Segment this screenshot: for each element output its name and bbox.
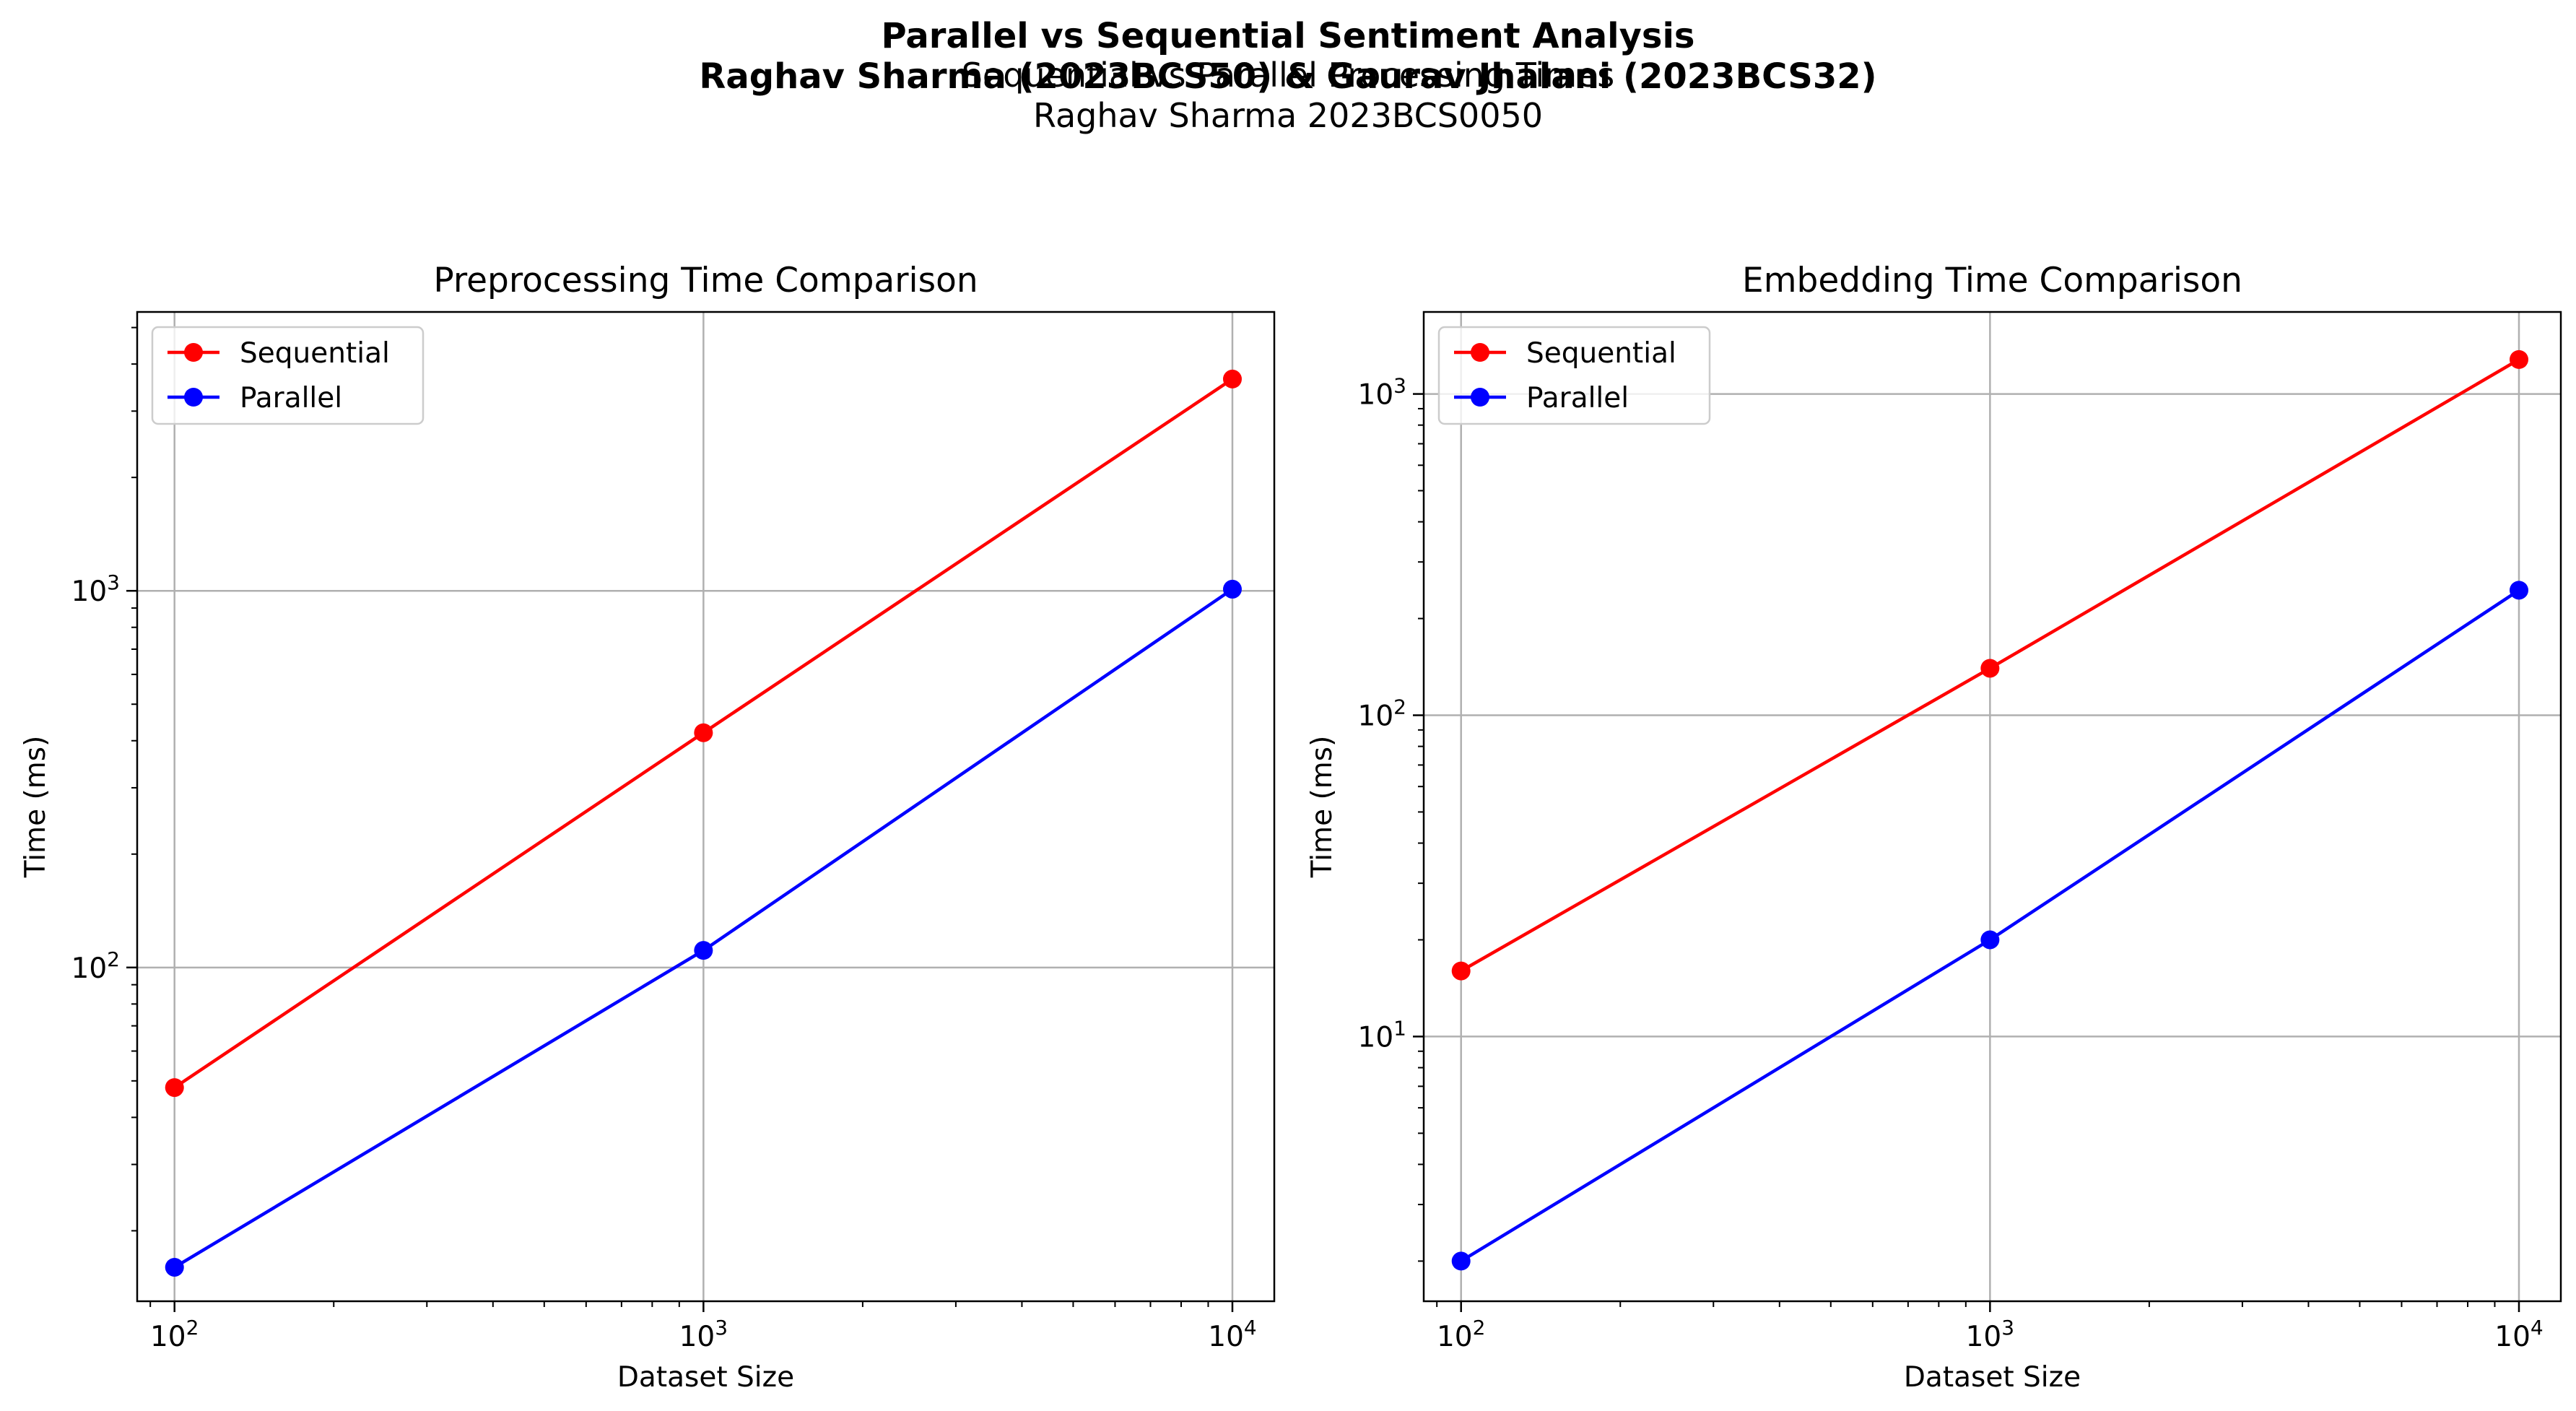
legend: Sequential Parallel	[1437, 326, 1711, 425]
data-point-sequential	[694, 723, 713, 742]
legend-label-sequential: Sequential	[1526, 337, 1676, 370]
legend-marker-sequential	[1471, 343, 1489, 362]
y-tick-label: 103	[1358, 374, 1406, 412]
overlap-title-line2: Raghav Sharma 2023BCS0050	[1033, 96, 1543, 135]
x-tick-label: 104	[1208, 1316, 1256, 1353]
plot-frame	[1422, 311, 2562, 1303]
x-tick-label: 103	[1966, 1316, 2014, 1353]
y-axis-label: Time (ms)	[1306, 736, 1339, 879]
x-tick-label: 102	[1437, 1316, 1485, 1353]
legend: Sequential Parallel	[151, 326, 425, 425]
data-point-sequential	[1980, 659, 2000, 678]
data-point-parallel	[2509, 581, 2528, 600]
data-point-sequential	[165, 1078, 184, 1098]
y-tick-label: 102	[71, 947, 120, 985]
y-tick-label: 103	[71, 570, 120, 608]
y-axis-label: Time (ms)	[19, 736, 52, 879]
x-tick-label: 102	[150, 1316, 199, 1353]
y-tick-label: 101	[1358, 1016, 1406, 1054]
legend-label-parallel: Parallel	[240, 382, 342, 414]
data-point-parallel	[694, 941, 713, 960]
x-axis-label: Dataset Size	[617, 1361, 794, 1394]
preprocessing-chart: Preprocessing Time Comparison 102 103 104 10…	[19, 261, 1276, 1394]
data-point-parallel	[1222, 579, 1242, 599]
x-tick-label: 103	[679, 1316, 728, 1353]
suptitle-line1: Parallel vs Sequential Sentiment Analysi…	[881, 16, 1694, 56]
y-tick-label: 102	[1358, 695, 1406, 733]
suptitle-line2: Raghav Sharma (2023BCS50) & Gaurav Jhala…	[699, 56, 1876, 97]
chart-title: Embedding Time Comparison	[1742, 261, 2242, 300]
embedding-chart: Embedding Time Comparison 102 103 104 101 102…	[1306, 261, 2562, 1394]
legend-marker-parallel	[184, 388, 203, 407]
x-tick-label: 104	[2494, 1316, 2543, 1353]
data-point-parallel	[1980, 930, 2000, 950]
legend-marker-parallel	[1471, 388, 1489, 407]
x-axis-label: Dataset Size	[1904, 1361, 2081, 1394]
legend-label-sequential: Sequential	[240, 337, 390, 370]
data-point-sequential	[2509, 350, 2528, 369]
plot-frame	[136, 311, 1276, 1303]
legend-box	[151, 326, 425, 425]
legend-marker-sequential	[184, 343, 203, 362]
overlap-title-line1: Sequential vs Parallel Processing Times	[962, 56, 1615, 95]
legend-label-parallel: Parallel	[1526, 382, 1629, 414]
data-point-sequential	[1451, 961, 1471, 981]
data-point-sequential	[1222, 369, 1242, 388]
chart-title: Preprocessing Time Comparison	[433, 261, 978, 300]
legend-box	[1437, 326, 1711, 425]
data-point-parallel	[165, 1257, 184, 1277]
data-point-parallel	[1451, 1251, 1471, 1271]
